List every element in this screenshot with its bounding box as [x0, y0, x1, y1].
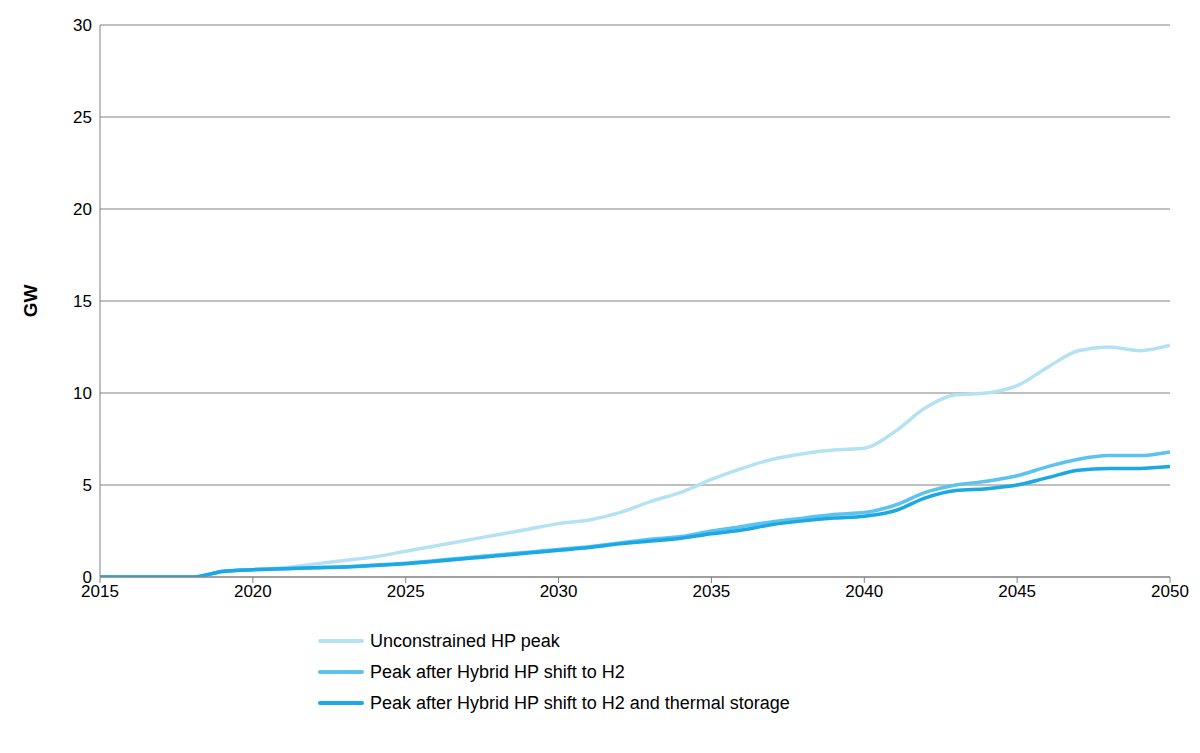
svg-text:30: 30 [73, 16, 92, 35]
svg-text:2015: 2015 [81, 582, 119, 602]
svg-text:2030: 2030 [540, 582, 578, 601]
svg-text:15: 15 [73, 292, 92, 311]
svg-text:20: 20 [73, 200, 92, 219]
svg-text:2045: 2045 [998, 582, 1036, 601]
svg-text:10: 10 [73, 384, 92, 403]
svg-text:25: 25 [73, 108, 92, 127]
svg-text:2025: 2025 [387, 582, 425, 601]
svg-text:2035: 2035 [693, 582, 731, 601]
html-text:Peak after Hybrid HP shift to: Peak after Hybrid HP shift to H2 and the… [370, 692, 790, 713]
html-text:Unconstrained HP peak: Unconstrained HP peak [370, 630, 560, 651]
svg-text:0: 0 [83, 568, 92, 587]
svg-text:2020: 2020 [234, 582, 272, 601]
svg-text:2050: 2050 [1151, 582, 1189, 601]
html-text:Peak after Hybrid HP shift to: Peak after Hybrid HP shift to H2 [370, 661, 625, 682]
svg-text:5: 5 [83, 476, 92, 495]
svg-text:GW: GW [20, 285, 41, 318]
svg-text:2040: 2040 [845, 582, 883, 601]
